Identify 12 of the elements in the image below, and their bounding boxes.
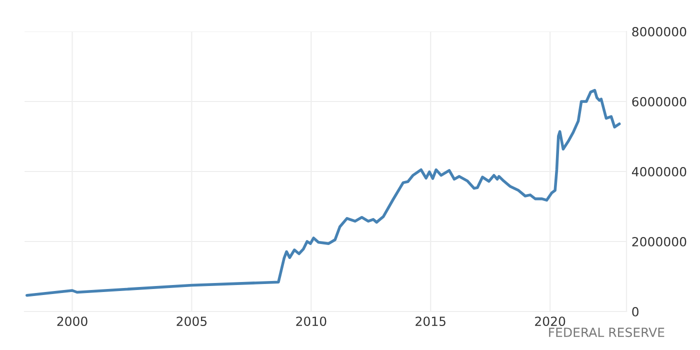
- x-tick-label: 2020: [535, 316, 566, 326]
- y-tick-label: 6000000: [632, 96, 686, 106]
- y-tick-label: 2000000: [632, 236, 686, 246]
- y-tick-label: 4000000: [632, 166, 686, 176]
- x-tick-label: 2015: [416, 316, 446, 326]
- x-tick-label: 2010: [296, 316, 326, 326]
- x-tick-label: 2000: [57, 316, 88, 326]
- text: FEDERAL RESERVE: [549, 328, 664, 338]
- line-series: [26, 88, 621, 297]
- y-tick-label: 8000000: [632, 26, 686, 36]
- x-tick-label: 2005: [176, 316, 207, 326]
- y-tick-label: 0: [632, 306, 638, 316]
